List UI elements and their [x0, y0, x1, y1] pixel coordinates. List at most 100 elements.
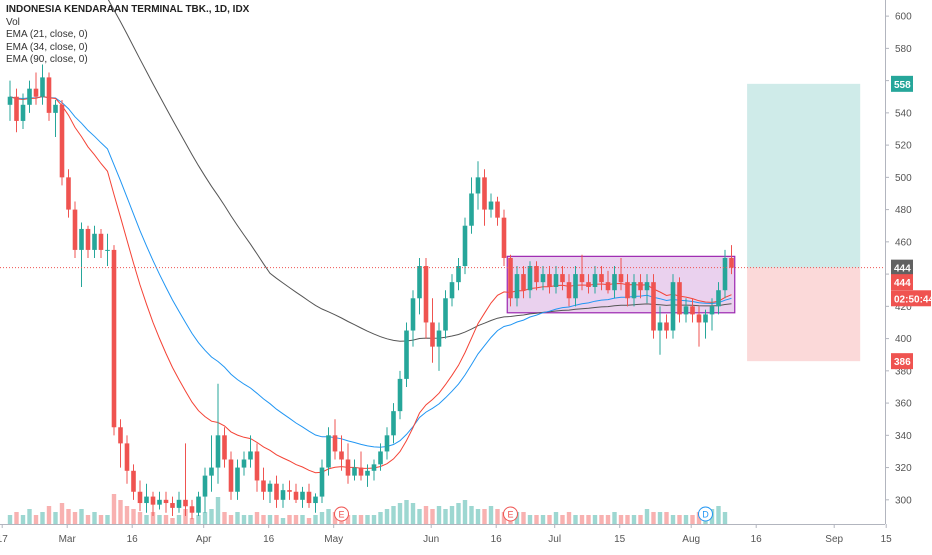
- candle-body: [696, 314, 702, 323]
- candle: [462, 217, 468, 275]
- candle-body: [644, 282, 650, 291]
- event-marker-label: D: [702, 510, 709, 520]
- candle-body: [170, 503, 175, 508]
- candle: [690, 298, 695, 323]
- volume-bar: [514, 512, 520, 524]
- candle-body: [254, 451, 260, 481]
- candle: [703, 309, 708, 339]
- candle: [560, 266, 565, 291]
- volume-bar: [222, 512, 227, 524]
- volume-bar: [358, 515, 364, 524]
- volume-bar: [599, 515, 604, 524]
- candle-body: [358, 467, 364, 476]
- x-tick-label: 16: [751, 534, 763, 545]
- volume-bar: [261, 515, 266, 524]
- candle: [144, 483, 149, 513]
- volume-bar: [638, 515, 643, 524]
- event-marker-label: E: [338, 510, 344, 520]
- volume-bar: [20, 515, 26, 524]
- candle-body: [248, 451, 253, 460]
- candle-body: [534, 266, 539, 283]
- candle: [59, 99, 65, 186]
- volume-bar: [365, 515, 370, 524]
- x-tick-label: Jul: [548, 534, 561, 545]
- candle: [430, 298, 435, 363]
- volume-bar: [157, 515, 162, 524]
- volume-bar: [690, 515, 695, 524]
- candle: [137, 480, 143, 512]
- candle: [254, 443, 260, 492]
- volume-bar: [410, 503, 416, 524]
- candle: [189, 499, 195, 520]
- volume-bar: [92, 512, 97, 524]
- candle: [241, 451, 247, 476]
- candle-body: [332, 435, 338, 452]
- candle-body: [397, 378, 403, 412]
- volume-bar: [306, 518, 312, 524]
- volume-bar: [14, 512, 19, 524]
- volume-bar: [280, 518, 286, 524]
- volume-bar: [696, 512, 702, 524]
- candle-body: [92, 233, 97, 250]
- candle-body: [683, 306, 689, 315]
- candle: [605, 270, 611, 294]
- bar-countdown-label-bg: [891, 290, 931, 307]
- chart-legend: INDONESIA KENDARAAN TERMINAL TBK., 1D, I…: [6, 4, 249, 67]
- candle: [27, 80, 32, 113]
- candle-body: [105, 249, 110, 251]
- y-tick-label: 340: [895, 431, 912, 442]
- volume-bar: [313, 515, 318, 524]
- candle-body: [150, 496, 156, 505]
- volume-bar: [495, 509, 500, 524]
- candle-body: [137, 491, 143, 504]
- volume-bar: [631, 515, 637, 524]
- candle-body: [98, 233, 104, 250]
- candle: [92, 225, 97, 258]
- candle-body: [222, 435, 227, 460]
- candle: [319, 459, 325, 504]
- candle-body: [729, 257, 734, 268]
- volume-bar: [7, 515, 13, 524]
- volume-bar: [404, 500, 409, 524]
- candle: [683, 298, 689, 323]
- candle: [449, 274, 455, 307]
- candle: [53, 99, 58, 138]
- candle: [482, 169, 487, 226]
- candle: [157, 491, 162, 510]
- chart-title: INDONESIA KENDARAAN TERMINAL TBK., 1D, I…: [6, 4, 250, 15]
- candle: [183, 443, 188, 516]
- y-tick-label: 520: [895, 141, 912, 152]
- candle-body: [215, 435, 221, 468]
- candle-body: [631, 282, 637, 299]
- target-price-label-bg: [891, 75, 913, 92]
- volume-bar: [378, 512, 383, 524]
- candle-body: [326, 435, 331, 468]
- candle: [495, 196, 500, 226]
- candle-body: [462, 225, 468, 267]
- earnings-marker: [334, 506, 349, 522]
- candle: [514, 266, 520, 307]
- volume-bar: [527, 515, 533, 524]
- x-tick-label: Jun: [423, 534, 439, 545]
- volume-bar: [722, 512, 728, 524]
- candle: [384, 427, 390, 460]
- candle-body: [625, 282, 630, 299]
- candle: [651, 274, 656, 339]
- x-tick-label: Apr: [196, 534, 212, 545]
- candle: [547, 266, 552, 294]
- candle-body: [196, 496, 201, 513]
- volume-bar: [605, 515, 611, 524]
- legend-ema-34: EMA (34, close, 0): [6, 41, 88, 53]
- candle-body: [79, 228, 84, 250]
- volume-bar: [53, 512, 58, 524]
- volume-bar: [462, 500, 468, 524]
- x-tick-label: 16: [491, 534, 503, 545]
- candle: [488, 193, 494, 218]
- volume-bar: [430, 509, 435, 524]
- candle-body: [443, 298, 448, 331]
- volume-bar: [469, 506, 474, 524]
- candle-body: [124, 443, 130, 471]
- candle-body: [7, 96, 13, 105]
